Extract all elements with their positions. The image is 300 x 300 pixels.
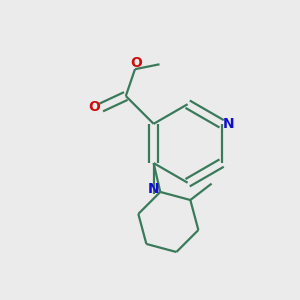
Text: N: N [148,182,160,196]
Text: N: N [223,117,235,131]
Text: O: O [130,56,142,70]
Text: O: O [88,100,100,114]
